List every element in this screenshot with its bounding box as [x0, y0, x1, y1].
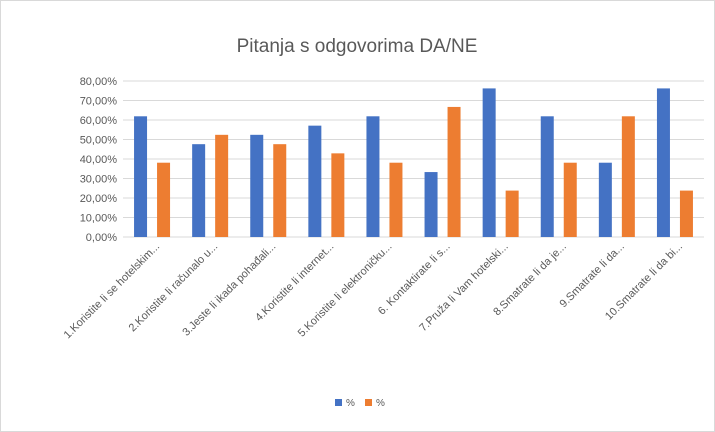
bar-series-2-cat-9	[621, 116, 635, 237]
bar-series-2-cat-4	[331, 153, 345, 237]
y-tick-label: 70,00%	[80, 96, 118, 108]
y-tick-label: 30,00%	[80, 174, 118, 186]
bar-series-2-cat-3	[273, 144, 287, 237]
bar-series-1-cat-5	[366, 116, 380, 237]
bar-series-1-cat-7	[482, 88, 496, 237]
bar-series-2-cat-10	[679, 190, 693, 237]
bar-series-1-cat-2	[192, 144, 206, 237]
y-tick-label: 0,00%	[86, 232, 117, 244]
bar-series-1-cat-10	[656, 88, 670, 237]
bar-series-2-cat-5	[389, 162, 403, 237]
bar-series-2-cat-2	[215, 134, 229, 237]
y-tick-label: 20,00%	[80, 193, 118, 205]
bar-series-2-cat-7	[505, 190, 519, 237]
bars	[134, 88, 693, 237]
y-tick-label: 40,00%	[80, 154, 118, 166]
x-category-label: 5.Koristite li elektroničku...	[296, 241, 395, 340]
legend: %%	[335, 398, 385, 409]
bar-series-1-cat-3	[250, 134, 264, 237]
gridlines	[123, 80, 704, 238]
bar-series-2-cat-1	[157, 162, 171, 237]
legend-label-1: %	[346, 398, 355, 409]
legend-swatch-2	[365, 399, 372, 406]
y-tick-label: 80,00%	[80, 76, 118, 88]
bar-series-2-cat-8	[563, 162, 577, 237]
bar-series-1-cat-1	[134, 116, 148, 237]
legend-swatch-1	[335, 399, 342, 406]
x-axis-category-labels: 1.Koristite li se hotelskim...2.Koristit…	[62, 241, 685, 342]
bar-series-2-cat-6	[447, 106, 461, 237]
bar-series-1-cat-9	[598, 162, 612, 237]
y-tick-label: 10,00%	[80, 213, 118, 225]
x-category-label: 1.Koristite li se hotelskim...	[62, 241, 163, 342]
y-axis-tick-labels: 0,00% 10,00% 20,00% 30,00% 40,00% 50,00% 60,00…	[80, 76, 118, 244]
bar-series-1-cat-4	[308, 125, 322, 237]
x-category-label: 3.Jeste li ikada pohađali...	[180, 241, 278, 339]
chart-title: Pitanja s odgovorima DA/NE	[237, 36, 478, 57]
y-tick-label: 60,00%	[80, 115, 118, 127]
legend-label-2: %	[376, 398, 385, 409]
bar-series-1-cat-8	[540, 116, 554, 237]
y-tick-label: 50,00%	[80, 135, 118, 147]
bar-series-1-cat-6	[424, 172, 438, 237]
